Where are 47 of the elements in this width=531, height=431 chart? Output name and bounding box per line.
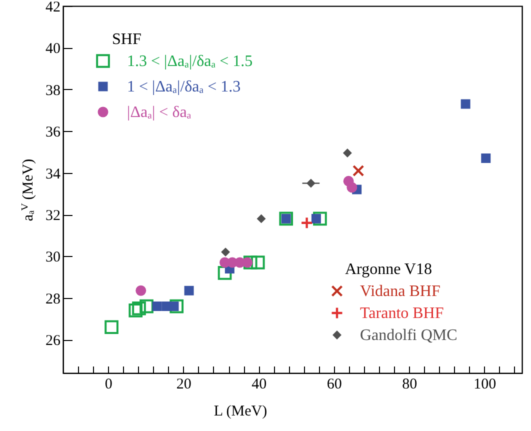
y-tick-label: 38 bbox=[46, 82, 60, 99]
point bbox=[152, 302, 162, 312]
y-axis-title: aₐⱽ (MeV) bbox=[20, 158, 36, 222]
point bbox=[128, 304, 143, 318]
point bbox=[460, 99, 470, 109]
legend-label: 1 < |Δaₐ|/δaₐ < 1.3 bbox=[127, 78, 241, 96]
x-tick-label: 20 bbox=[176, 376, 192, 392]
point bbox=[250, 256, 265, 270]
point bbox=[104, 320, 118, 334]
x-tick-label: 80 bbox=[402, 376, 418, 392]
y-tick-label: 42 bbox=[46, 0, 60, 16]
y-tick-label: 30 bbox=[46, 250, 60, 266]
point bbox=[346, 182, 358, 193]
point bbox=[243, 256, 258, 270]
legend-title: SHF bbox=[112, 31, 142, 48]
point bbox=[352, 164, 364, 177]
y-tick-label: 34 bbox=[46, 166, 61, 182]
x-axis-title: L (MeV) bbox=[214, 404, 268, 420]
x-tick-label: 0 bbox=[104, 376, 112, 392]
x-tick-label: 60 bbox=[326, 376, 342, 392]
y-tick-label: 28 bbox=[46, 291, 60, 308]
y-tick-label: 26 bbox=[46, 333, 61, 350]
y-tick-label: 32 bbox=[46, 208, 60, 224]
point bbox=[256, 214, 266, 224]
point bbox=[342, 148, 352, 158]
point bbox=[132, 301, 146, 316]
x-tick-label: 100 bbox=[474, 376, 496, 392]
point bbox=[170, 299, 184, 314]
annotation: Argonne V18 bbox=[345, 261, 432, 278]
legend-label: Vidana BHF bbox=[360, 283, 440, 300]
legend-label: Gandolfi QMC bbox=[360, 327, 458, 344]
point bbox=[218, 266, 232, 280]
point bbox=[481, 153, 491, 163]
point bbox=[140, 299, 154, 314]
point bbox=[306, 178, 316, 188]
point bbox=[136, 285, 146, 296]
legend-label: Taranto BHF bbox=[360, 305, 444, 322]
x-tick-label: 40 bbox=[252, 376, 267, 392]
y-tick-label: 36 bbox=[46, 124, 61, 141]
point bbox=[313, 212, 327, 226]
y-tick-label: 40 bbox=[46, 41, 60, 58]
point bbox=[184, 286, 194, 296]
point bbox=[279, 212, 294, 226]
point bbox=[221, 248, 230, 257]
legend-label: 1.3 < |Δaₐ|/δaₐ < 1.5 bbox=[127, 53, 253, 70]
point bbox=[300, 216, 314, 230]
legend-label: |Δaₐ| < δaₐ bbox=[127, 104, 192, 121]
